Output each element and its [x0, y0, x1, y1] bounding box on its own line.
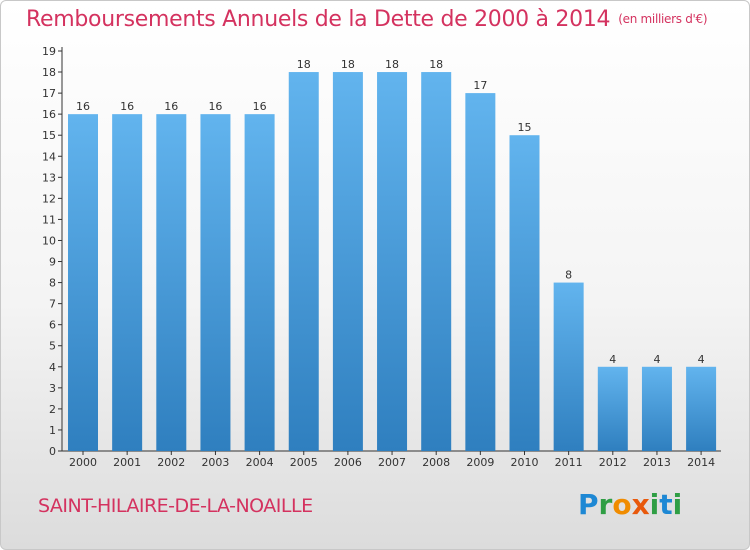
y-tick-label: 19: [42, 45, 56, 58]
bar: [112, 114, 143, 451]
bar-value-label: 18: [297, 58, 311, 71]
y-tick-label: 4: [49, 361, 56, 374]
bar-value-label: 16: [120, 100, 134, 113]
y-tick-label: 15: [42, 129, 56, 142]
x-tick-label: 2003: [201, 456, 229, 469]
x-tick-label: 2012: [599, 456, 627, 469]
x-tick-label: 2007: [378, 456, 406, 469]
bar-value-label: 18: [341, 58, 355, 71]
bar-value-label: 15: [518, 121, 532, 134]
x-tick-label: 2009: [466, 456, 494, 469]
bar-value-label: 18: [429, 58, 443, 71]
bar-value-label: 18: [385, 58, 399, 71]
commune-name: SAINT-HILAIRE-DE-LA-NOAILLE: [38, 495, 313, 517]
bar-value-label: 16: [253, 100, 267, 113]
x-tick-label: 2002: [157, 456, 185, 469]
bar: [597, 366, 628, 451]
bar: [553, 282, 584, 451]
y-tick-label: 10: [42, 234, 56, 247]
y-tick-label: 3: [49, 382, 56, 395]
y-tick-label: 14: [42, 150, 56, 163]
bar-value-label: 16: [76, 100, 90, 113]
chart-value-labels: 16 16 16 16 16 18 18 18 18 17 15 8 4 4 4: [76, 58, 705, 366]
bar-value-label: 4: [609, 353, 616, 366]
bar: [641, 366, 672, 451]
bar: [68, 114, 98, 451]
y-tick-label: 16: [42, 108, 56, 121]
chart-title-text: Remboursements Annuels de la Dette de 20…: [26, 7, 611, 32]
x-tick-label: 2014: [687, 456, 715, 469]
bar: [244, 114, 275, 451]
y-tick-label: 9: [49, 256, 56, 269]
bar: [421, 72, 452, 451]
bar-value-label: 4: [653, 353, 660, 366]
bar-value-label: 17: [473, 79, 487, 92]
bar: [377, 72, 408, 451]
bar-value-label: 8: [565, 269, 572, 282]
y-tick-label: 2: [49, 403, 56, 416]
bar: [509, 135, 540, 452]
y-tick-label: 17: [42, 87, 56, 100]
bar-value-label: 4: [698, 353, 705, 366]
bar: [686, 366, 717, 451]
y-tick-label: 18: [42, 66, 56, 79]
x-tick-label: 2010: [511, 456, 539, 469]
y-tick-label: 7: [49, 298, 56, 311]
y-tick-label: 0: [49, 445, 56, 458]
chart-bars: [68, 72, 717, 452]
y-tick-label: 13: [42, 171, 56, 184]
bar: [288, 72, 319, 451]
x-tick-label: 2006: [334, 456, 362, 469]
bar: [465, 93, 496, 452]
proxiti-logo: Proxiti: [578, 488, 683, 521]
x-tick-label: 2005: [290, 456, 318, 469]
x-tick-label: 2000: [69, 456, 97, 469]
y-tick-label: 8: [49, 277, 56, 290]
x-tick-label: 2004: [246, 456, 274, 469]
y-tick-label: 6: [49, 319, 56, 332]
bar-value-label: 16: [208, 100, 222, 113]
bar: [156, 114, 187, 451]
x-tick-label: 2011: [555, 456, 583, 469]
bar-value-label: 16: [164, 100, 178, 113]
chart-unit: (en milliers d'€): [618, 12, 708, 26]
y-tick-label: 12: [42, 192, 56, 205]
x-tick-label: 2008: [422, 456, 450, 469]
x-tick-label: 2001: [113, 456, 141, 469]
bar: [332, 72, 363, 451]
y-tick-label: 11: [42, 213, 56, 226]
chart-title: Remboursements Annuels de la Dette de 20…: [26, 7, 708, 32]
bar: [200, 114, 231, 451]
y-tick-label: 1: [49, 424, 56, 437]
y-tick-label: 5: [49, 340, 56, 353]
x-tick-label: 2013: [643, 456, 671, 469]
